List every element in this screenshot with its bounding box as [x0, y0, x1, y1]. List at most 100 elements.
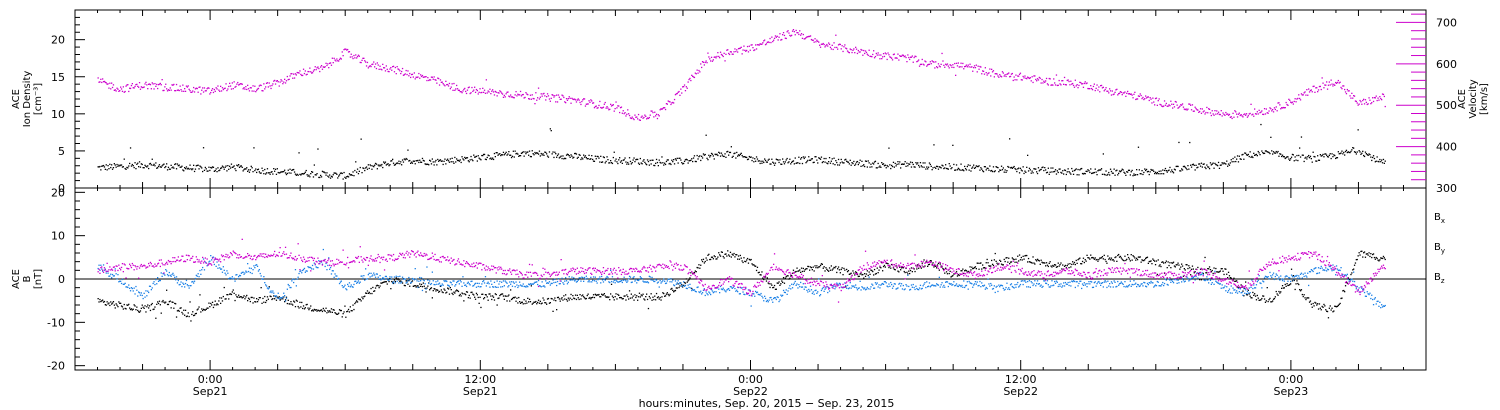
- bx-point: [800, 267, 803, 269]
- bx-point: [1381, 257, 1384, 260]
- density-point: [867, 160, 869, 162]
- by-point: [542, 285, 544, 287]
- velocity-point: [760, 43, 762, 45]
- velocity-point: [1078, 84, 1080, 87]
- bx-point: [877, 272, 879, 274]
- bx-point: [251, 296, 253, 299]
- bx-point: [1042, 262, 1044, 264]
- density-point: [1289, 159, 1291, 161]
- density-point: [167, 166, 170, 168]
- bx-point: [510, 298, 513, 301]
- bx-point: [1299, 290, 1302, 292]
- bx-point: [1004, 260, 1006, 263]
- by-point: [366, 278, 369, 280]
- density-point: [1084, 173, 1086, 175]
- density-point: [274, 170, 276, 172]
- velocity-point: [568, 96, 570, 98]
- velocity-point: [807, 36, 809, 38]
- by-point: [410, 282, 412, 284]
- velocity-point: [536, 99, 538, 101]
- velocity-point: [227, 88, 229, 90]
- bx-point: [565, 298, 568, 301]
- bx-point: [745, 261, 747, 263]
- velocity-point: [515, 91, 517, 93]
- density-point: [746, 156, 748, 159]
- velocity-point: [613, 110, 615, 112]
- bx-point: [131, 309, 133, 311]
- velocity-point: [685, 86, 687, 88]
- by-point: [579, 277, 581, 279]
- by-point: [270, 290, 272, 292]
- bx-point: [1027, 257, 1030, 260]
- bx-point: [652, 296, 654, 298]
- density-point: [205, 168, 207, 170]
- density-point: [146, 166, 148, 168]
- density-point: [991, 169, 993, 172]
- bx-point: [270, 295, 272, 298]
- bx-point: [368, 291, 370, 293]
- bx-point: [174, 302, 176, 305]
- velocity-point: [950, 64, 952, 67]
- bx-point: [540, 303, 542, 305]
- bx-point: [249, 300, 251, 303]
- density-point: [1323, 156, 1325, 158]
- velocity-point: [763, 40, 765, 42]
- velocity-point: [900, 55, 902, 57]
- density-point: [1070, 173, 1072, 175]
- density-point: [174, 163, 176, 166]
- density-point: [1243, 158, 1245, 160]
- velocity-point: [724, 60, 726, 62]
- bx-point: [634, 294, 636, 296]
- velocity-point: [385, 65, 387, 67]
- velocity-point: [746, 45, 749, 48]
- density-point: [178, 164, 180, 166]
- by-point: [464, 284, 466, 286]
- velocity-point: [1009, 76, 1011, 78]
- density-point: [1346, 151, 1348, 154]
- density-point: [467, 160, 469, 162]
- density-point: [452, 161, 454, 163]
- density-point: [1381, 159, 1383, 161]
- bx-point: [817, 267, 819, 269]
- velocity-point: [1054, 82, 1056, 84]
- by-point: [350, 284, 352, 286]
- density-point: [287, 169, 289, 171]
- bx-point: [625, 299, 627, 301]
- density-point: [1202, 163, 1204, 165]
- by-point: [123, 283, 125, 285]
- velocity-point: [1314, 91, 1316, 93]
- density-point: [635, 159, 637, 161]
- bx-point: [797, 270, 799, 272]
- velocity-point: [112, 84, 115, 86]
- density-point: [510, 154, 512, 156]
- density-point: [1353, 151, 1356, 153]
- bx-point: [799, 269, 801, 271]
- bx-point: [511, 298, 514, 300]
- bx-point: [825, 267, 827, 269]
- velocity-point: [915, 55, 917, 58]
- bx-point: [1264, 301, 1267, 303]
- by-point: [194, 277, 197, 280]
- bx-point: [1178, 264, 1180, 266]
- density-point: [438, 159, 441, 162]
- by-point: [297, 276, 299, 278]
- by-point: [471, 280, 473, 282]
- density-point: [228, 168, 230, 170]
- density-point: [1054, 170, 1056, 173]
- bx-point: [776, 282, 778, 284]
- density-point: [104, 168, 106, 170]
- by-point: [506, 282, 508, 284]
- bx-point: [1217, 271, 1219, 273]
- by-point: [619, 280, 621, 283]
- bx-point: [413, 285, 415, 287]
- by-point: [183, 283, 185, 285]
- velocity-point: [1246, 116, 1249, 118]
- bx-point: [1204, 256, 1206, 259]
- velocity-point: [650, 110, 652, 112]
- bx-point: [985, 262, 987, 264]
- velocity-point: [190, 91, 192, 93]
- density-point: [399, 163, 401, 165]
- bx-point: [188, 315, 190, 318]
- velocity-point: [922, 63, 924, 65]
- velocity-point: [1301, 94, 1303, 96]
